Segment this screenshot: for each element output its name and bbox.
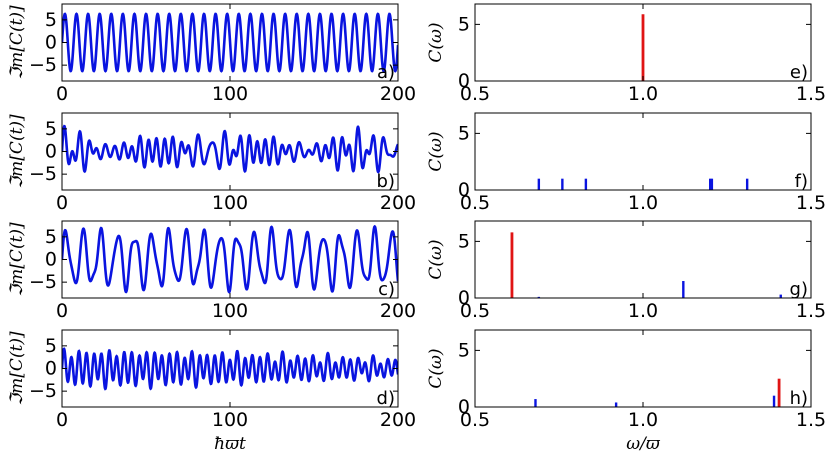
- panel-label: a): [377, 62, 395, 83]
- y-axis-label: C(ω): [426, 22, 446, 62]
- x-tick-label: 0.5: [460, 300, 490, 322]
- y-tick-label: 5: [458, 122, 470, 144]
- x-tick-label: 1.5: [796, 409, 826, 431]
- y-tick-label: 5: [45, 118, 57, 140]
- panel-e: 0.5 1.0 1.5 0 5 C(ω) e): [426, 3, 826, 105]
- series-line: [62, 124, 398, 174]
- x-tick-label: 200: [380, 300, 416, 322]
- series-line: [62, 224, 398, 294]
- x-tick-label: 1.5: [796, 83, 826, 105]
- y-tick-label: 5: [458, 339, 470, 361]
- x-tick-label: 100: [212, 192, 248, 214]
- x-axis-label: ħϖt: [214, 434, 246, 454]
- x-tick-label: 100: [212, 409, 248, 431]
- panel-f: 0.5 1.0 1.5 0 5 C(ω) f): [426, 112, 826, 214]
- axes-frame: [474, 112, 812, 191]
- y-tick-label: −5: [29, 380, 57, 402]
- x-tick-label: 1.5: [796, 300, 826, 322]
- x-axis-label: ω/ϖ: [626, 434, 661, 454]
- y-tick-label: 0: [45, 32, 57, 54]
- panel-label: b): [377, 171, 395, 192]
- y-tick-label: 0: [45, 358, 57, 380]
- y-tick-label: 0: [458, 396, 470, 418]
- x-tick-label: 1.0: [628, 300, 658, 322]
- y-axis-label: ℑm[C(t)]: [7, 222, 27, 297]
- panel-label: e): [790, 62, 808, 83]
- y-axis-label: ℑm[C(t)]: [7, 331, 27, 406]
- x-tick-label: 0: [56, 83, 68, 105]
- y-tick-label: 0: [458, 179, 470, 201]
- x-tick-label: 200: [380, 409, 416, 431]
- axes-frame: [474, 329, 812, 408]
- y-tick-label: 5: [458, 230, 470, 252]
- y-axis-label: C(ω): [426, 239, 446, 279]
- x-tick-label: 0: [56, 192, 68, 214]
- y-tick-label: −5: [29, 163, 57, 185]
- y-tick-label: −5: [29, 271, 57, 293]
- x-tick-label: 0.5: [460, 409, 490, 431]
- panel-label: d): [377, 388, 395, 409]
- y-tick-label: 0: [458, 70, 470, 92]
- y-tick-label: 0: [45, 141, 57, 163]
- x-tick-label: 200: [380, 83, 416, 105]
- panel-label: g): [790, 279, 808, 300]
- axes-frame: [474, 220, 812, 299]
- x-tick-label: 0.5: [460, 83, 490, 105]
- x-tick-label: 100: [212, 83, 248, 105]
- panel-h: 0.5 1.0 1.5 0 5 C(ω) h) ω/ϖ: [426, 329, 826, 454]
- y-axis-label: C(ω): [426, 348, 446, 388]
- y-axis-label: ℑm[C(t)]: [7, 114, 27, 189]
- y-tick-label: 0: [458, 287, 470, 309]
- y-axis-label: ℑm[C(t)]: [7, 5, 27, 80]
- y-tick-label: 5: [45, 9, 57, 31]
- panel-g: 0.5 1.0 1.5 0 5 C(ω) g): [426, 220, 826, 322]
- x-tick-label: 1.5: [796, 192, 826, 214]
- y-tick-label: 5: [45, 335, 57, 357]
- panel-label: c): [378, 279, 395, 300]
- x-tick-label: 1.0: [628, 192, 658, 214]
- x-tick-label: 0.5: [460, 192, 490, 214]
- x-tick-label: 0: [56, 300, 68, 322]
- panel-label: f): [795, 171, 808, 192]
- y-tick-label: −5: [29, 54, 57, 76]
- x-tick-label: 1.0: [628, 409, 658, 431]
- x-tick-label: 0: [56, 409, 68, 431]
- series-line: [62, 347, 398, 391]
- x-tick-label: 100: [212, 300, 248, 322]
- x-tick-label: 1.0: [628, 83, 658, 105]
- y-tick-label: 0: [45, 249, 57, 271]
- x-tick-label: 200: [380, 192, 416, 214]
- panel-label: h): [790, 388, 808, 409]
- series-line: [62, 12, 398, 73]
- y-axis-label: C(ω): [426, 131, 446, 171]
- y-tick-label: 5: [45, 226, 57, 248]
- y-tick-label: 5: [458, 13, 470, 35]
